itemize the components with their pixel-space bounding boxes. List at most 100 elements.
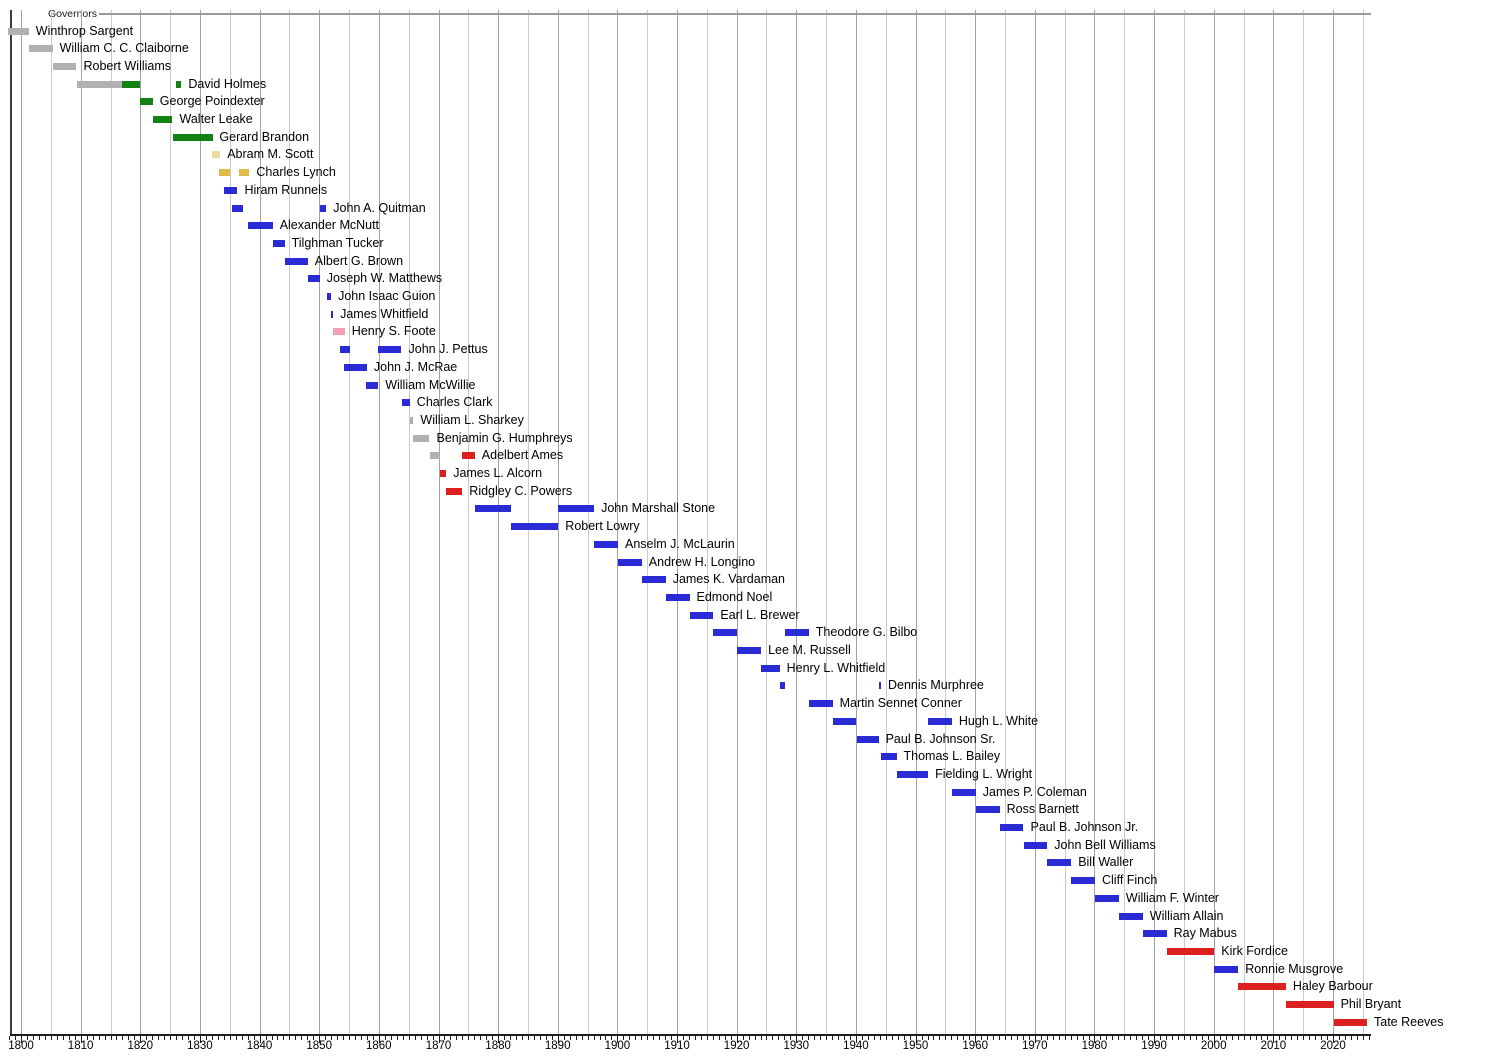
gridline [677, 10, 678, 1035]
axis-tick [1255, 1036, 1257, 1040]
axis-tick [933, 1036, 935, 1040]
axis-tick [808, 1036, 810, 1040]
axis-tick-label: 1900 [604, 1040, 631, 1052]
gridline [766, 10, 768, 1035]
axis-tick [1273, 1036, 1275, 1043]
gridline [199, 10, 201, 1035]
axis-tick [1189, 1036, 1191, 1040]
axis-tick [975, 1036, 977, 1043]
gridline [796, 10, 798, 1035]
axis-tick-label: 1830 [187, 1040, 213, 1052]
axis-tick [414, 1036, 416, 1040]
gridline [229, 10, 231, 1035]
timeline-bar [28, 45, 53, 53]
timeline-bar [558, 505, 595, 513]
gridline [1005, 10, 1006, 1035]
governor-label: Thomas L. Bailey [903, 749, 1001, 764]
axis-tick [945, 1036, 947, 1040]
axis-tick-label: 1890 [544, 1040, 571, 1052]
axis-tick [504, 1036, 506, 1040]
axis-tick [653, 1036, 655, 1040]
axis-tick [736, 1036, 738, 1043]
axis-tick [1022, 1036, 1024, 1040]
gridline [110, 10, 112, 1035]
governor-label: Henry S. Foote [351, 324, 436, 339]
gridline [1362, 10, 1364, 1035]
axis-tick [1267, 1036, 1269, 1040]
governor-label: Hugh L. White [958, 713, 1039, 728]
axis-tick [1028, 1036, 1030, 1040]
axis-tick [1154, 1036, 1156, 1043]
axis-tick [372, 1036, 374, 1040]
governor-label: Kirk Fordice [1221, 943, 1288, 958]
axis-tick [867, 1036, 869, 1040]
governor-label: Edmond Noel [696, 589, 773, 604]
axis-tick [683, 1036, 684, 1040]
axis-tick-label: 1840 [246, 1040, 273, 1052]
axis-tick [879, 1036, 881, 1040]
governor-label: Joseph W. Matthews [326, 271, 443, 286]
axis-tick [1040, 1036, 1042, 1040]
gridline [1094, 10, 1096, 1035]
governor-label: Bill Waller [1078, 855, 1134, 870]
axis-tick [605, 1036, 607, 1040]
governor-label: Robert Lowry [565, 519, 640, 534]
timeline-bar [1095, 894, 1119, 902]
axis-tick [826, 1036, 828, 1040]
axis-tick-label: 1930 [783, 1040, 810, 1052]
governor-label: Dennis Murphree [888, 678, 984, 693]
axis-tick [211, 1036, 213, 1040]
timeline-bar [999, 824, 1024, 831]
axis-tick [1088, 1036, 1090, 1040]
axis-tick [844, 1036, 845, 1040]
governor-label: Ridgley C. Powers [469, 483, 573, 498]
axis-tick [182, 1036, 183, 1040]
axis-tick [271, 1036, 273, 1040]
axis-tick [456, 1036, 458, 1040]
governor-label: John A. Quitman [333, 200, 426, 215]
timeline-bar [878, 682, 881, 690]
axis-tick [963, 1036, 965, 1040]
governor-label: Tate Reeves [1374, 1014, 1444, 1029]
timeline-bar [413, 434, 430, 442]
timeline-bar [238, 169, 250, 177]
axis-tick [158, 1036, 160, 1040]
axis-tick [295, 1036, 297, 1040]
axis-tick [593, 1036, 595, 1040]
timeline-bar [366, 381, 379, 389]
axis-tick-label: 2010 [1260, 1040, 1287, 1052]
axis-tick [384, 1036, 386, 1040]
governor-label: Henry L. Whitfield [786, 660, 886, 675]
axis-tick [74, 1036, 76, 1040]
governor-label: Winthrop Sargent [35, 23, 134, 38]
axis-tick [241, 1036, 243, 1040]
timeline-bar [975, 806, 1000, 814]
timeline-bar [172, 133, 213, 141]
timeline-bar [284, 257, 308, 265]
axis-tick [128, 1036, 130, 1040]
axis-tick [891, 1036, 893, 1040]
axis-tick [802, 1036, 804, 1040]
timeline-bar [410, 416, 414, 424]
axis-tick [1070, 1036, 1072, 1040]
gridline [855, 10, 857, 1035]
timeline-bar [176, 80, 182, 88]
axis-tick [235, 1036, 237, 1040]
governor-label: Walter Leake [179, 112, 253, 126]
axis-tick [987, 1036, 989, 1040]
axis-tick [492, 1036, 494, 1040]
axis-tick [671, 1036, 672, 1040]
axis-tick [402, 1036, 404, 1040]
axis-tick [420, 1036, 422, 1040]
axis-tick [205, 1036, 207, 1040]
timeline-bar [856, 735, 879, 743]
axis-tick [897, 1036, 899, 1040]
axis-tick [1321, 1036, 1323, 1040]
axis-tick [832, 1036, 833, 1040]
governor-label: Albert G. Brown [314, 253, 404, 268]
axis-tick [551, 1036, 553, 1040]
governor-label: Ronnie Musgrove [1245, 961, 1344, 976]
timeline-bar [761, 664, 780, 672]
axis-tick [104, 1036, 106, 1040]
timeline-bar [896, 770, 929, 778]
